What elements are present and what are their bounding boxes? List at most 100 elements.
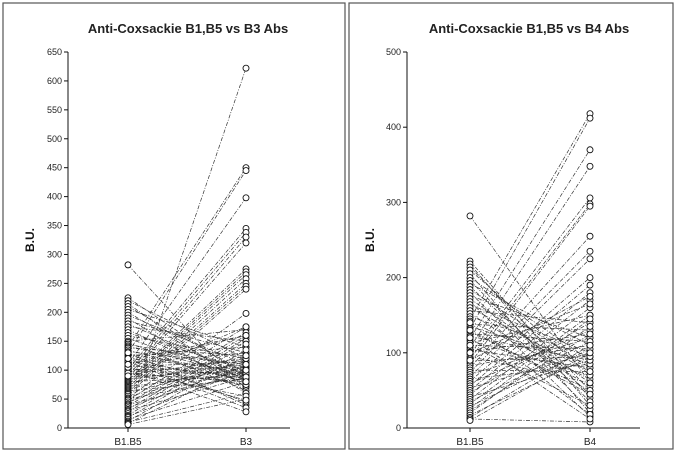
left-point-B3-86 (242, 331, 250, 339)
left-pair-line-76 (127, 355, 247, 422)
right-pair-line-50 (469, 352, 591, 389)
right-point-B1.B5-67 (466, 334, 474, 342)
right-pair-line-36 (469, 356, 591, 384)
right-pair-line-53 (469, 299, 591, 396)
right-pair-line-69 (469, 296, 591, 361)
left-pair-line-43 (127, 369, 247, 378)
right-panel-border (348, 2, 674, 450)
left-point-B3-32 (242, 194, 250, 202)
right-pair-line-57 (469, 314, 591, 405)
right-point-B4-69 (586, 292, 594, 300)
left-y-tick-label-200: 200 (47, 307, 62, 317)
right-point-B1.B5-70 (466, 341, 474, 349)
left-pair-line-68 (127, 338, 247, 410)
right-point-B1.B5-66 (466, 319, 474, 327)
left-y-tick-label-450: 450 (47, 163, 62, 173)
left-point-B3-87 (242, 323, 250, 331)
right-y-tick-label-0: 0 (396, 423, 401, 433)
right-point-B1.B5-69 (466, 356, 474, 364)
right-pair-line-61 (469, 326, 591, 414)
left-pair-line-46 (127, 268, 247, 381)
left-point-B1.B5-83 (124, 355, 132, 363)
left-point-B3-60 (242, 310, 250, 317)
right-point-B4-39 (586, 202, 594, 210)
left-pair-line-22 (127, 349, 247, 383)
left-y-tick-label-150: 150 (47, 336, 62, 346)
left-pair-line-39 (127, 232, 247, 373)
left-pair-line-1 (127, 297, 247, 378)
right-pair-line-4 (469, 269, 591, 376)
right-pair-line-56 (469, 341, 591, 402)
left-pair-line-70 (127, 340, 247, 413)
left-point-B3-24 (242, 167, 250, 175)
right-x-category-label-0: B1.B5 (456, 437, 484, 448)
right-point-B4-67 (586, 415, 594, 423)
left-y-tick-label-350: 350 (47, 221, 62, 231)
left-y-axis-label: B.U. (23, 228, 37, 252)
right-pair-line-16 (469, 307, 591, 372)
left-y-tick-label-300: 300 (47, 249, 62, 259)
right-pair-line-48 (469, 329, 591, 384)
right-y-tick-label-300: 300 (386, 197, 401, 207)
right-y-ticks: 0 100 200 300 400 500 (386, 47, 407, 433)
right-pair-line-25 (469, 331, 591, 391)
left-point-B1.B5-80 (124, 349, 132, 357)
right-pair-line-51 (469, 292, 591, 391)
right-point-B4-49 (586, 281, 594, 289)
left-pair-line-44 (127, 242, 247, 379)
right-pair-line-47 (469, 277, 591, 382)
right-pair-line-28 (469, 149, 591, 339)
left-x-category-label-0: B1.B5 (114, 437, 142, 448)
right-point-B4-63 (586, 341, 594, 349)
right-point-B4-32 (586, 162, 594, 170)
right-pair-line-44 (469, 337, 591, 375)
left-point-B3-72 (242, 340, 250, 348)
left-pair-line-73 (127, 369, 247, 417)
left-pair-line-15 (127, 338, 247, 380)
left-point-B1.B5-79 (124, 421, 132, 428)
left-y-tick-label-250: 250 (47, 278, 62, 288)
right-point-B1.B5-0 (466, 212, 474, 220)
right-pair-line-55 (469, 307, 591, 400)
left-pair-line-40 (127, 373, 247, 383)
right-pair-lines (469, 113, 591, 423)
left-chart-title: Anti-Coxsackie B1,B5 vs B3 Abs (88, 21, 288, 36)
left-x-categories: B1.B5 B3 (114, 428, 253, 448)
right-pair-line-62 (469, 356, 591, 416)
left-y-tick-label-600: 600 (47, 76, 62, 86)
left-y-tick-label-650: 650 (47, 47, 62, 57)
right-chart-panel: Anti-Coxsackie B1,B5 vs B4 Abs B.U. 0 100… (348, 2, 674, 450)
right-pair-line-23 (469, 326, 591, 365)
left-point-B3-58 (242, 285, 250, 293)
right-pair-line-43 (469, 251, 591, 373)
left-pair-line-74 (127, 349, 247, 418)
left-pair-line-63 (127, 358, 247, 403)
left-pair-line-53 (127, 366, 247, 390)
left-pair-line-10 (127, 323, 247, 377)
right-pair-line-41 (469, 236, 591, 369)
right-y-tick-label-200: 200 (386, 273, 401, 283)
right-chart-title: Anti-Coxsackie B1,B5 vs B4 Abs (429, 21, 629, 36)
left-pair-line-48 (127, 271, 247, 384)
left-pair-line-87 (127, 326, 247, 377)
right-x-categories: B1.B5 B4 (456, 428, 597, 448)
left-pair-line-67 (127, 365, 247, 409)
left-pair-line-12 (127, 329, 247, 385)
right-pair-line-71 (469, 329, 591, 395)
left-pair-line-65 (127, 372, 247, 406)
left-pair-line-62 (127, 326, 247, 401)
left-chart-panel: Anti-Coxsackie B1,B5 vs B3 Abs B.U. 0 50 1… (2, 2, 346, 450)
left-point-B3-75 (242, 378, 250, 386)
left-point-B3-71 (242, 64, 250, 72)
right-point-B1.B5-68 (466, 349, 474, 357)
right-pair-line-58 (469, 348, 591, 407)
right-pair-line-35 (469, 197, 591, 355)
right-pair-line-66 (469, 322, 591, 415)
left-pair-line-20 (127, 167, 247, 348)
left-point-B3-74 (242, 346, 250, 354)
left-point-B3-82 (242, 408, 250, 416)
right-pair-line-19 (469, 316, 591, 357)
left-pair-line-32 (127, 197, 247, 365)
